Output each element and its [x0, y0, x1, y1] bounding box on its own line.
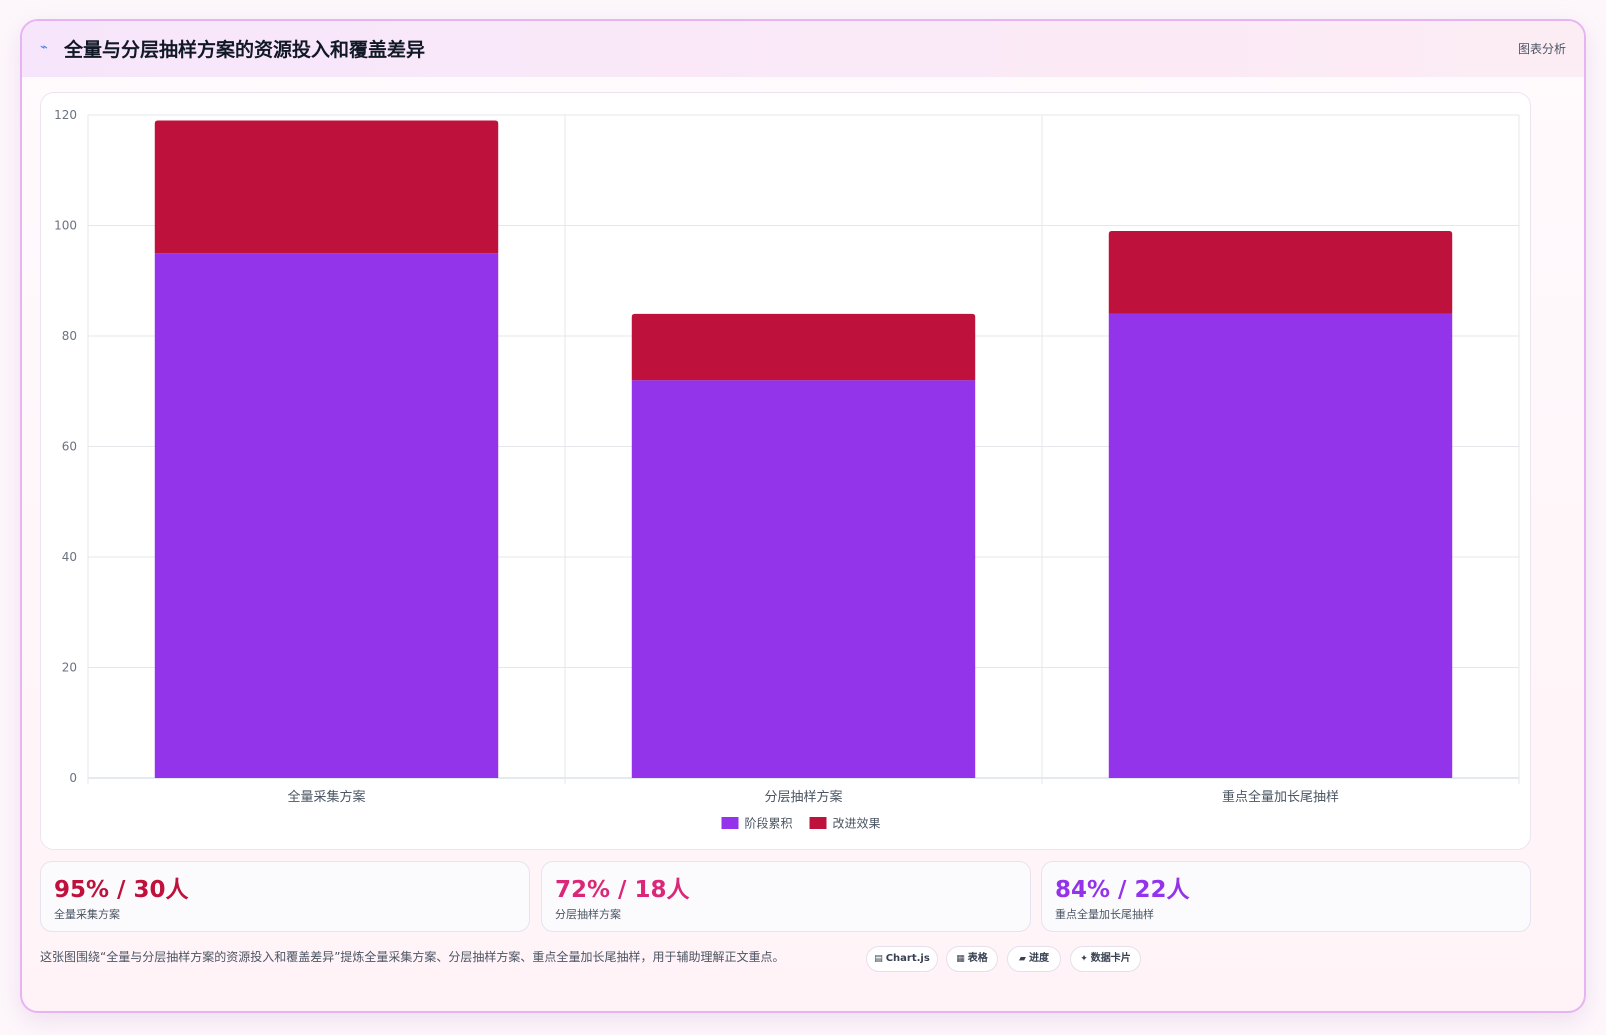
pill-table[interactable]: ▦ 表格: [946, 946, 998, 972]
stacked-bar-chart: 0 20 40 60 80 100 120 全量采集方案 分层抽样方案 重点全量加长尾抽样阶段累积…: [54, 108, 1520, 831]
stat-label: 重点全量加长尾抽样: [1055, 908, 1154, 921]
x-tick-label: 全量采集方案: [287, 789, 365, 805]
chart-icon: ▤: [874, 954, 883, 964]
bar-segment: [631, 380, 976, 778]
footnote: 这张图围绕“全量与分层抽样方案的资源投入和覆盖差异”提炼全量采集方案、分层抽样方…: [40, 950, 785, 964]
header-tag: 图表分析: [1517, 42, 1566, 56]
pill-progress[interactable]: ▰ 进度: [1007, 946, 1061, 972]
y-tick-label: 40: [62, 550, 77, 564]
sparkle-icon: ✦: [1080, 954, 1088, 964]
y-tick-label: 60: [62, 440, 77, 454]
stat-value: 72% / 18人: [555, 877, 690, 903]
bar-segment: [154, 120, 499, 254]
stat-label: 分层抽样方案: [555, 908, 621, 921]
bar-segment: [154, 253, 499, 778]
stat-card-3: 84% / 22人 重点全量加长尾抽样: [1041, 861, 1531, 932]
pill-label: Chart.js: [885, 953, 930, 964]
y-tick-label: 0: [69, 771, 77, 785]
legend-swatch: [721, 817, 739, 829]
bar-segment: [631, 313, 976, 381]
card-header: ⌁ 全量与分层抽样方案的资源投入和覆盖差异 图表分析: [22, 21, 1584, 77]
legend-label: 阶段累积: [745, 816, 793, 831]
pill-label: 表格: [967, 953, 988, 964]
x-tick-label: 分层抽样方案: [764, 789, 842, 805]
stat-label: 全量采集方案: [54, 908, 120, 921]
legend-swatch: [809, 817, 827, 829]
stat-value: 95% / 30人: [54, 877, 189, 903]
y-tick-label: 20: [62, 661, 77, 675]
y-tick-label: 100: [54, 219, 77, 233]
x-tick-label: 重点全量加长尾抽样: [1222, 789, 1339, 805]
pill-data-card[interactable]: ✦ 数据卡片: [1070, 946, 1141, 972]
stat-card-2: 72% / 18人 分层抽样方案: [541, 861, 1031, 932]
progress-icon: ▰: [1019, 954, 1026, 964]
y-tick-label: 120: [54, 108, 77, 122]
chart-card: ⌁ 全量与分层抽样方案的资源投入和覆盖差异 图表分析 0 20 40 60 80 100 1…: [20, 19, 1586, 1013]
pill-chartjs[interactable]: ▤ Chart.js: [866, 946, 938, 972]
stat-card-1: 95% / 30人 全量采集方案: [40, 861, 530, 932]
chart-container: 0 20 40 60 80 100 120 全量采集方案 分层抽样方案 重点全量加长尾抽样阶段累积…: [40, 92, 1531, 850]
legend-label: 改进效果: [833, 816, 881, 831]
stat-value: 84% / 22人: [1055, 877, 1190, 903]
y-tick-label: 80: [62, 329, 77, 343]
bar-segment: [1108, 231, 1453, 314]
chart-title: 全量与分层抽样方案的资源投入和覆盖差异: [64, 39, 426, 61]
chart-line-icon: ⌁: [40, 40, 48, 55]
bar-segment: [1108, 313, 1453, 778]
pill-label: 数据卡片: [1090, 953, 1131, 964]
table-icon: ▦: [956, 954, 965, 964]
pill-label: 进度: [1028, 953, 1049, 964]
